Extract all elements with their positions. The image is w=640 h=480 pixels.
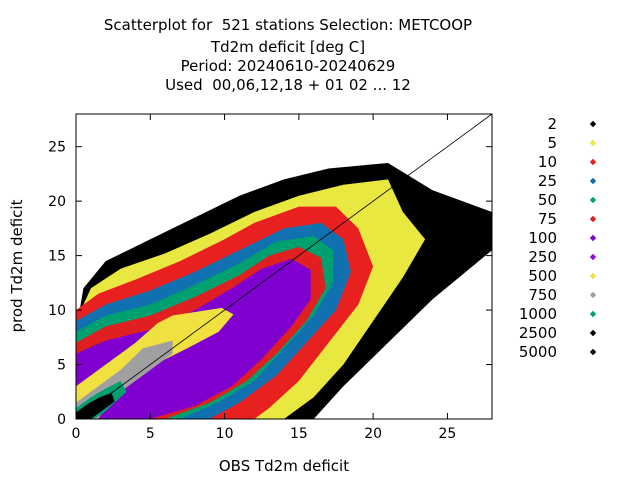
chart-subtitle-used: Used 00,06,12,18 + 01 02 ... 12	[165, 76, 411, 94]
legend-marker-2500	[589, 329, 597, 337]
tick-labels: 0 5 10 15 20 25 0 5 10 15 20 25	[48, 140, 456, 442]
legend-label-500: 500	[528, 267, 557, 285]
y-tick-label: 20	[48, 194, 66, 210]
density-region-2500	[76, 392, 115, 419]
x-tick-label: 0	[72, 426, 81, 442]
x-tick-label: 20	[364, 426, 382, 442]
legend-marker-75	[589, 215, 597, 223]
legend-marker-25	[589, 177, 597, 185]
y-tick-label: 10	[48, 303, 66, 319]
diagonal-line	[75, 113, 493, 420]
legend-label-250: 250	[528, 248, 557, 266]
density-regions	[76, 163, 492, 419]
legend-marker-750	[589, 291, 597, 299]
chart-title: Scatterplot for 521 stations Selection: …	[103, 16, 473, 34]
legend-label-2500: 2500	[519, 324, 557, 342]
legend-marker-1000	[589, 310, 597, 318]
legend-marker-250	[589, 253, 597, 261]
legend-label-25: 25	[538, 172, 557, 190]
legend-label-5: 5	[547, 134, 557, 152]
legend-label-2: 2	[547, 115, 557, 133]
legend-marker-5000	[589, 348, 597, 356]
legend-label-750: 750	[528, 286, 557, 304]
legend-label-50: 50	[538, 191, 557, 209]
legend-marker-50	[589, 196, 597, 204]
chart-subtitle-period: Period: 20240610-20240629	[180, 57, 396, 75]
x-axis-label: OBS Td2m deficit	[219, 457, 349, 475]
x-tick-label: 25	[439, 426, 457, 442]
legend-marker-500	[589, 272, 597, 280]
plot-frame	[75, 113, 493, 420]
x-tick-label: 15	[290, 426, 308, 442]
legend-marker-10	[589, 158, 597, 166]
chart-subtitle-variable: Td2m deficit [deg C]	[210, 38, 366, 56]
y-tick-label: 25	[48, 140, 66, 156]
x-tick-label: 5	[146, 426, 155, 442]
y-tick-label: 5	[57, 358, 66, 374]
y-tick-label: 0	[57, 412, 66, 428]
legend-marker-100	[589, 234, 597, 242]
legend-label-10: 10	[538, 153, 557, 171]
y-axis-label: prod Td2m deficit	[8, 199, 26, 332]
legend-label-100: 100	[528, 229, 557, 247]
y-tick-label: 15	[48, 249, 66, 265]
legend-label-5000: 5000	[519, 343, 557, 361]
legend-marker-2	[589, 120, 597, 128]
x-tick-label: 10	[216, 426, 234, 442]
legend-label-1000: 1000	[519, 305, 557, 323]
legend-label-75: 75	[538, 210, 557, 228]
legend-marker-5	[589, 139, 597, 147]
